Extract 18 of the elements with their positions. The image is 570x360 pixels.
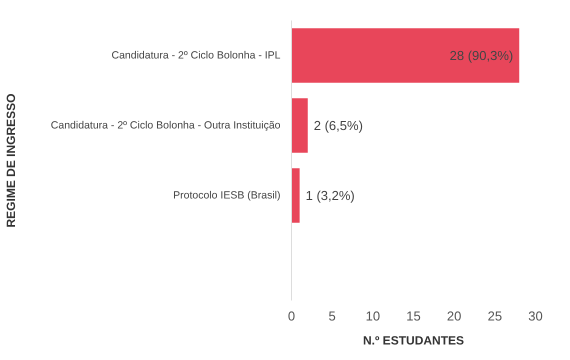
x-tick-label: 0 bbox=[288, 308, 296, 324]
data-label: 1 (3,2%) bbox=[306, 188, 355, 203]
bar bbox=[292, 98, 308, 153]
y-tick-label: Candidatura - 2º Ciclo Bolonha - Outra Instituição bbox=[50, 120, 281, 132]
x-axis-title: N.º ESTUDANTES bbox=[362, 334, 464, 348]
x-tick-label: 25 bbox=[488, 308, 502, 324]
x-tick-label: 5 bbox=[328, 308, 336, 324]
bar bbox=[292, 168, 300, 223]
x-tick-label: 20 bbox=[446, 308, 462, 324]
data-label: 2 (6,5%) bbox=[314, 118, 363, 133]
x-tick-label: 10 bbox=[366, 308, 380, 324]
y-tick-label: Candidatura - 2º Ciclo Bolonha - IPL bbox=[111, 50, 281, 62]
bar bbox=[292, 28, 520, 83]
x-tick-label: 15 bbox=[406, 308, 421, 324]
x-tick-label: 30 bbox=[528, 308, 543, 324]
y-tick-label: Protocolo IESB (Brasil) bbox=[173, 190, 281, 202]
y-axis-title: REGIME DE INGRESSO bbox=[4, 93, 18, 228]
data-label: 28 (90,3%) bbox=[450, 48, 514, 63]
